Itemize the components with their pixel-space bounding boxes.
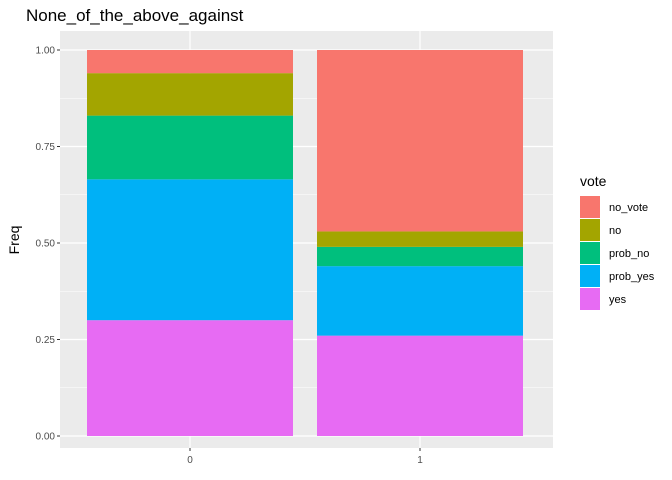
y-axis-title: Freq [6,226,22,255]
bar-segment-prob_yes-1 [317,266,523,336]
y-tick-label: 0.00 [36,432,56,443]
legend-key-prob_no [580,242,600,264]
bar-segment-no-0 [87,73,293,116]
bars [87,50,523,436]
legend-key-no [580,219,600,241]
x-tick-label: 1 [417,455,423,466]
legend-key-no_vote [580,196,600,218]
bar-segment-prob_yes-0 [87,179,293,321]
bar-segment-no_vote-1 [317,50,523,232]
chart-title: None_of_the_above_against [26,6,244,25]
y-tick-label: 0.50 [36,239,56,250]
legend-key-prob_yes [580,265,600,287]
y-tick-label: 1.00 [36,46,56,57]
legend-label-no: no [609,225,621,237]
legend-label-no_vote: no_vote [609,202,648,214]
legend-label-yes: yes [609,294,627,306]
bar-segment-yes-0 [87,320,293,436]
bar-segment-yes-1 [317,335,523,436]
bar-segment-prob_no-1 [317,246,523,267]
y-tick-label: 0.75 [36,142,56,153]
legend-key-yes [580,288,600,310]
x-tick-label: 0 [187,455,193,466]
y-axis: 0.00 0.25 0.50 0.75 1.00 [36,46,60,443]
bar-segment-no_vote-0 [87,50,293,74]
legend-title: vote [580,173,607,189]
bar-segment-prob_no-0 [87,115,293,180]
y-tick-label: 0.25 [36,335,56,346]
legend-label-prob_no: prob_no [609,248,649,260]
bar-segment-no-1 [317,231,523,247]
legend-label-prob_yes: prob_yes [609,271,655,283]
